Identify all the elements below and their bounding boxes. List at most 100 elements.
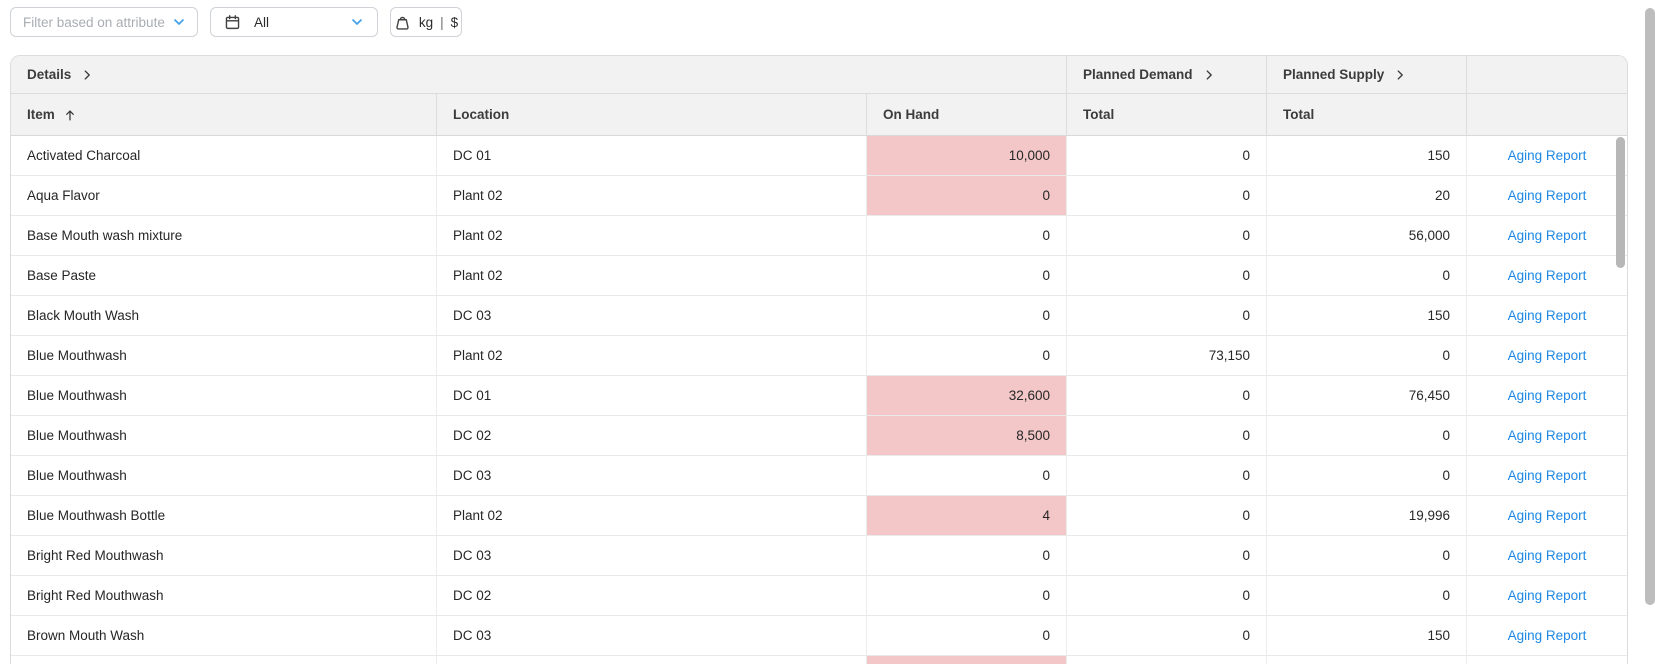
- item-cell: Blue Mouthwash: [11, 416, 437, 456]
- table-row: Blue Mouthwash DC 02 8,500 0 0 Aging Rep…: [11, 416, 1627, 456]
- item-cell: Aqua Flavor: [11, 176, 437, 216]
- item-cell: [11, 656, 437, 664]
- column-header-supply-total[interactable]: Total: [1267, 94, 1468, 136]
- on-hand-cell: 0: [867, 216, 1068, 256]
- on-hand-cell: 0: [867, 336, 1068, 376]
- aging-report-cell: Aging Report: [1467, 496, 1627, 536]
- location-cell: Plant 02: [437, 176, 867, 216]
- supply-total-cell: 56,000: [1267, 216, 1468, 256]
- demand-total-cell: [1067, 656, 1268, 664]
- column-header-on-hand[interactable]: On Hand: [867, 94, 1068, 136]
- table-row: Blue Mouthwash Plant 02 0 73,150 0 Aging…: [11, 336, 1627, 376]
- column-header-item[interactable]: Item: [11, 94, 437, 136]
- chevron-down-icon: [174, 19, 184, 25]
- period-filter-value: All: [254, 14, 270, 30]
- supply-total-cell: 0: [1267, 536, 1468, 576]
- table-row: Black Mouth Wash DC 03 0 0 150 Aging Rep…: [11, 296, 1627, 336]
- calendar-icon: [225, 14, 240, 29]
- supply-total-cell: 150: [1267, 296, 1468, 336]
- demand-total-cell: 73,150: [1067, 336, 1268, 376]
- supply-total-cell: 0: [1267, 456, 1468, 496]
- unit-currency-label: $: [450, 14, 459, 30]
- aging-report-cell: Aging Report: [1467, 296, 1627, 336]
- aging-report-link[interactable]: Aging Report: [1507, 508, 1587, 523]
- demand-total-cell: 0: [1067, 536, 1268, 576]
- grid-body: Activated Charcoal DC 01 10,000 0 150 Ag…: [11, 136, 1627, 664]
- unit-mass-label: kg: [418, 14, 434, 30]
- location-cell: DC 02: [437, 416, 867, 456]
- demand-total-cell: 0: [1067, 616, 1268, 656]
- on-hand-cell: 0: [867, 576, 1068, 616]
- aging-report-link[interactable]: Aging Report: [1507, 468, 1587, 483]
- on-hand-cell: 4: [867, 496, 1068, 536]
- aging-report-link[interactable]: Aging Report: [1507, 188, 1587, 203]
- aging-report-cell: Aging Report: [1467, 416, 1627, 456]
- aging-report-cell: Aging Report: [1467, 536, 1627, 576]
- unit-toggle-button[interactable]: kg | $: [390, 7, 462, 37]
- item-cell: Blue Mouthwash: [11, 456, 437, 496]
- table-row: Bright Red Mouthwash DC 03 0 0 0 Aging R…: [11, 536, 1627, 576]
- grid-vertical-scrollbar-thumb[interactable]: [1616, 137, 1625, 268]
- attribute-filter-select[interactable]: Filter based on attribute: [10, 7, 198, 37]
- planned-demand-group-label: Planned Demand: [1083, 67, 1193, 82]
- table-row: Activated Charcoal DC 01 10,000 0 150 Ag…: [11, 136, 1627, 176]
- planned-demand-group-header[interactable]: Planned Demand: [1067, 56, 1268, 94]
- item-cell: Black Mouth Wash: [11, 296, 437, 336]
- aging-report-link[interactable]: Aging Report: [1507, 308, 1587, 323]
- aging-report-link[interactable]: Aging Report: [1507, 268, 1587, 283]
- demand-total-cell: 0: [1067, 296, 1268, 336]
- column-header-demand-total[interactable]: Total: [1067, 94, 1268, 136]
- column-header-row: Item Location On Hand Total Total: [11, 94, 1627, 136]
- location-cell: Plant 02: [437, 216, 867, 256]
- item-cell: Activated Charcoal: [11, 136, 437, 176]
- aging-report-link[interactable]: Aging Report: [1507, 148, 1587, 163]
- table-row: Brown Mouth Wash DC 03 0 0 150 Aging Rep…: [11, 616, 1627, 656]
- on-hand-cell: 0: [867, 176, 1068, 216]
- aging-report-link[interactable]: Aging Report: [1507, 628, 1587, 643]
- item-cell: Brown Mouth Wash: [11, 616, 437, 656]
- item-cell: Bright Red Mouthwash: [11, 536, 437, 576]
- aging-report-cell: Aging Report: [1467, 176, 1627, 216]
- location-cell: [437, 656, 867, 664]
- table-row: Base Paste Plant 02 0 0 0 Aging Report: [11, 256, 1627, 296]
- aging-report-link[interactable]: Aging Report: [1507, 348, 1587, 363]
- aging-report-cell: Aging Report: [1467, 336, 1627, 376]
- location-cell: DC 01: [437, 136, 867, 176]
- on-hand-cell: [867, 656, 1068, 664]
- page-vertical-scrollbar-thumb[interactable]: [1645, 8, 1655, 605]
- location-cell: DC 03: [437, 296, 867, 336]
- planned-supply-group-header[interactable]: Planned Supply: [1267, 56, 1468, 94]
- chevron-down-icon: [352, 19, 362, 25]
- sort-ascending-icon: [65, 109, 74, 120]
- details-group-header[interactable]: Details: [11, 56, 1068, 94]
- unit-separator: |: [440, 14, 444, 30]
- period-filter-select[interactable]: All: [210, 7, 378, 37]
- column-header-location[interactable]: Location: [437, 94, 867, 136]
- aging-report-link[interactable]: Aging Report: [1507, 388, 1587, 403]
- column-header-actions: [1467, 94, 1627, 136]
- supply-total-cell: 0: [1267, 336, 1468, 376]
- table-row: Blue Mouthwash Bottle Plant 02 4 0 19,99…: [11, 496, 1627, 536]
- item-column-label: Item: [27, 107, 55, 122]
- demand-total-cell: 0: [1067, 376, 1268, 416]
- on-hand-cell: 0: [867, 456, 1068, 496]
- on-hand-cell: 10,000: [867, 136, 1068, 176]
- weight-icon: [396, 16, 409, 30]
- on-hand-cell: 0: [867, 536, 1068, 576]
- aging-report-cell: [1467, 656, 1627, 664]
- location-cell: DC 03: [437, 616, 867, 656]
- aging-report-cell: Aging Report: [1467, 616, 1627, 656]
- aging-report-link[interactable]: Aging Report: [1507, 228, 1587, 243]
- planning-grid: Details Planned Demand: [10, 55, 1628, 664]
- group-header-row: Details Planned Demand: [11, 56, 1627, 94]
- supply-total-cell: 0: [1267, 416, 1468, 456]
- table-row: Aqua Flavor Plant 02 0 0 20 Aging Report: [11, 176, 1627, 216]
- aging-report-link[interactable]: Aging Report: [1507, 428, 1587, 443]
- on-hand-cell: 0: [867, 296, 1068, 336]
- on-hand-cell: 8,500: [867, 416, 1068, 456]
- aging-report-link[interactable]: Aging Report: [1507, 588, 1587, 603]
- demand-total-cell: 0: [1067, 256, 1268, 296]
- chevron-right-icon: [84, 70, 91, 80]
- aging-report-link[interactable]: Aging Report: [1507, 548, 1587, 563]
- table-row: Blue Mouthwash DC 03 0 0 0 Aging Report: [11, 456, 1627, 496]
